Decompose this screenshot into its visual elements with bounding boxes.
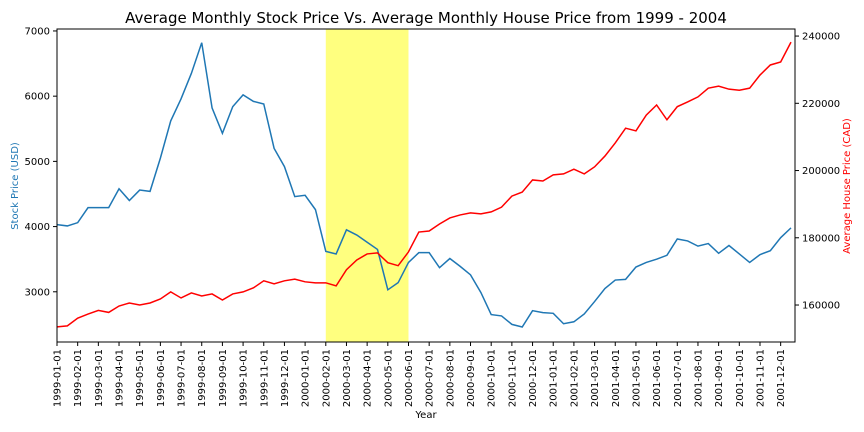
x-tick-label: 2000-09-01 [466,349,477,407]
y2-tick-label: 220000 [802,99,840,110]
x-tick-label: 1999-08-01 [197,349,208,407]
x-tick-label: 2000-07-01 [425,349,436,407]
x-tick-label: 1999-12-01 [280,349,291,407]
x-tick-label: 1999-09-01 [218,349,229,407]
y-tick-label: 5000 [25,157,50,168]
x-tick-label: 2001-12-01 [776,349,787,407]
y-tick-label: 3000 [25,287,50,298]
y2-tick-label: 160000 [802,301,840,312]
x-tick-label: 2000-02-01 [321,349,332,407]
x-tick-label: 2001-11-01 [755,349,766,407]
x-tick-label: 2000-03-01 [342,349,353,407]
y-tick-label: 6000 [25,92,50,103]
x-tick-label: 2001-05-01 [631,349,642,407]
x-tick-label: 2000-05-01 [383,349,394,407]
x-axis-label: Year [414,410,437,421]
x-tick-label: 1999-01-01 [53,349,64,407]
y2-tick-label: 180000 [802,233,840,244]
x-tick-label: 2000-08-01 [445,349,456,407]
y-axis-label: Stock Price (USD) [10,142,21,230]
x-tick-label: 1999-11-01 [259,349,270,407]
y-tick-label: 7000 [25,26,50,37]
x-tick-label: 2000-12-01 [528,349,539,407]
x-tick-label: 2001-10-01 [735,349,746,407]
plot-frame [56,28,796,343]
x-tick-label: 2001-06-01 [652,349,663,407]
x-tick-label: 1999-04-01 [115,349,126,407]
x-tick-label: 2001-04-01 [611,349,622,407]
y2-axis-label: Average House Price (CAD) [842,118,853,254]
x-tick-label: 2000-01-01 [301,349,312,407]
x-tick-label: 2000-06-01 [404,349,415,407]
chart-title: Average Monthly Stock Price Vs. Average … [125,9,727,27]
series-line [56,42,792,328]
series-line [56,41,792,328]
x-tick-label: 2000-04-01 [363,349,374,407]
x-tick-label: 2000-11-01 [507,349,518,407]
x-tick-label: 2001-01-01 [549,349,560,407]
x-tick-label: 2000-10-01 [487,349,498,407]
x-tick-label: 2001-09-01 [714,349,725,407]
highlight-span [325,29,409,342]
x-tick-label: 2001-03-01 [590,349,601,407]
x-tick-label: 1999-05-01 [135,349,146,407]
y2-tick-label: 200000 [802,166,840,177]
y-tick-label: 4000 [25,222,50,233]
y2-tick-label: 240000 [802,32,840,43]
x-tick-label: 1999-03-01 [94,349,105,407]
x-tick-label: 2001-07-01 [673,349,684,407]
x-tick-label: 2001-02-01 [569,349,580,407]
x-tick-label: 2001-08-01 [693,349,704,407]
x-tick-label: 1999-06-01 [156,349,167,407]
x-tick-label: 1999-07-01 [177,349,188,407]
x-tick-label: 1999-02-01 [73,349,84,407]
x-tick-label: 1999-10-01 [239,349,250,407]
